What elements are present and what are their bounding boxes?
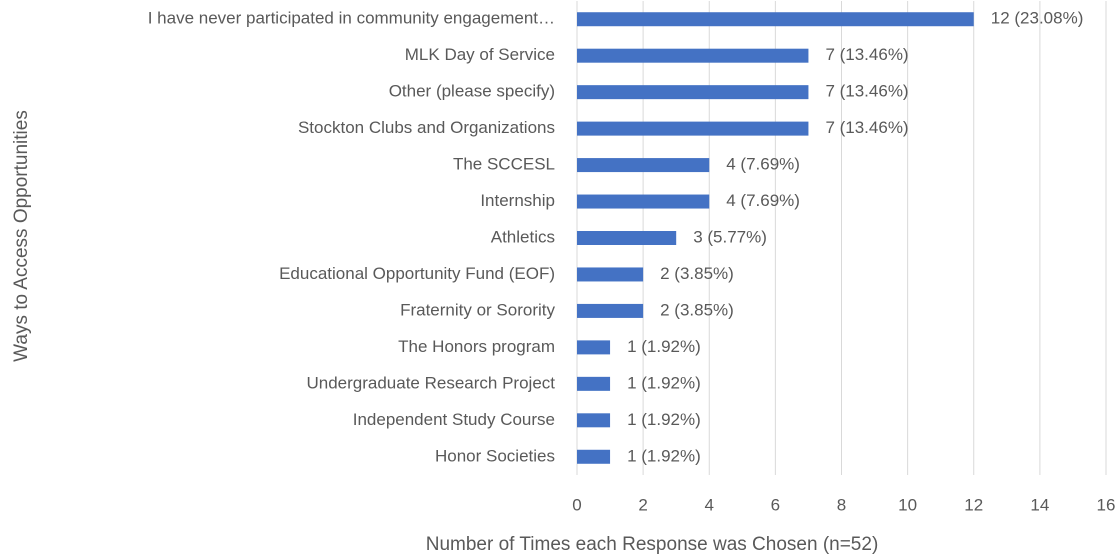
y-tick-label: Other (please specify) [389, 82, 555, 101]
y-tick-label: Independent Study Course [353, 410, 555, 429]
y-tick-label: Undergraduate Research Project [306, 373, 555, 392]
bar [577, 267, 644, 282]
data-label: 7 (13.46%) [825, 45, 908, 64]
bar [577, 231, 677, 245]
y-axis-title: Ways to Access Opportunities [11, 110, 32, 362]
y-tick-label: I have never participated in community e… [148, 9, 555, 28]
x-axis-title: Number of Times each Response was Chosen… [426, 534, 879, 555]
data-label: 2 (3.85%) [660, 264, 734, 283]
bar [577, 194, 710, 209]
data-label: 12 (23.08%) [991, 9, 1084, 28]
data-label: 1 (1.92%) [627, 410, 701, 429]
data-label: 1 (1.92%) [627, 337, 701, 356]
data-label: 1 (1.92%) [627, 373, 701, 392]
x-tick-label: 8 [837, 495, 846, 514]
y-tick-label: Educational Opportunity Fund (EOF) [279, 264, 555, 283]
bar [577, 121, 809, 136]
data-label: 4 (7.69%) [726, 155, 800, 174]
data-label: 7 (13.46%) [825, 82, 908, 101]
x-tick-label: 4 [705, 495, 714, 514]
bar [577, 12, 974, 27]
x-tick-label: 14 [1030, 495, 1049, 514]
x-tick-label: 16 [1097, 495, 1116, 514]
bar [577, 85, 809, 100]
x-tick-label: 10 [898, 495, 917, 514]
x-tick-label: 6 [771, 495, 780, 514]
data-label: 2 (3.85%) [660, 300, 734, 319]
data-label: 7 (13.46%) [825, 118, 908, 137]
data-label: 1 (1.92%) [627, 446, 701, 465]
x-tick-label: 2 [638, 495, 647, 514]
bar [577, 413, 611, 428]
bar [577, 340, 611, 355]
y-tick-label: MLK Day of Service [405, 45, 555, 64]
bar [577, 449, 611, 464]
y-tick-label: The SCCESL [453, 155, 555, 174]
x-tick-label: 12 [964, 495, 983, 514]
bar [577, 158, 710, 173]
bar [577, 303, 644, 318]
data-label: 4 (7.69%) [726, 191, 800, 210]
data-label: 3 (5.77%) [693, 227, 767, 246]
y-tick-label: Athletics [491, 227, 555, 246]
y-tick-label: The Honors program [398, 337, 555, 356]
y-tick-label: Honor Societies [435, 446, 555, 465]
x-tick-label: 0 [572, 495, 581, 514]
y-tick-label: Fraternity or Sorority [400, 300, 555, 319]
y-tick-label: Internship [480, 191, 555, 210]
bar [577, 376, 611, 391]
y-tick-label: Stockton Clubs and Organizations [298, 118, 555, 137]
bar [577, 48, 809, 63]
